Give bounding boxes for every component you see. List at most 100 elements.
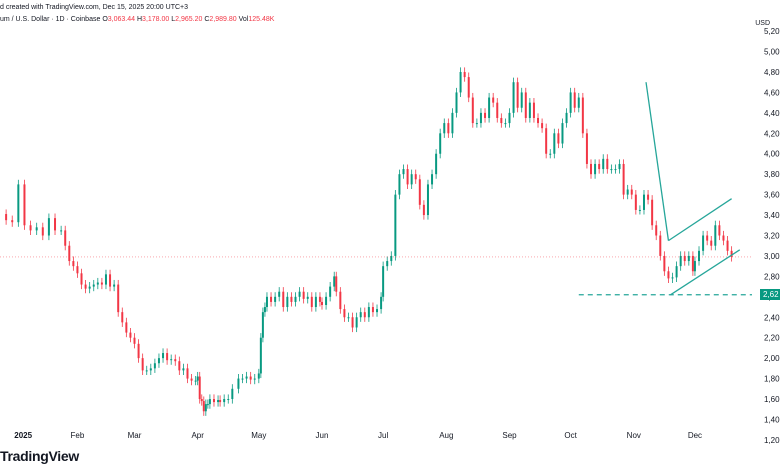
candle-body (162, 353, 165, 359)
candle-body (638, 209, 641, 211)
y-tick-label: 3,00 (764, 252, 780, 261)
candle-body (41, 227, 44, 236)
candle-body (231, 388, 234, 400)
candle-body (488, 97, 491, 118)
candle-body (223, 399, 226, 403)
candle-body (265, 296, 268, 308)
candle-body (166, 353, 169, 361)
candle-body (431, 174, 434, 185)
candle-body (320, 301, 323, 305)
trendline-lower (670, 249, 741, 296)
candle-body (198, 376, 201, 400)
candle-body (68, 245, 71, 262)
candle-body (194, 380, 197, 382)
candle-body (545, 128, 548, 154)
candle-body (585, 133, 588, 164)
candle-body (594, 163, 597, 175)
candle-body (109, 274, 112, 287)
candle-body (270, 296, 273, 302)
x-tick-label: Oct (564, 431, 577, 440)
candle-body (217, 400, 220, 403)
candle-body (508, 112, 511, 124)
candle-body (294, 296, 297, 302)
volume-label: Vol (238, 16, 249, 23)
candle-body (516, 82, 519, 108)
ohlc-high-label: H (136, 16, 143, 23)
ohlc-close-label: C (204, 16, 210, 23)
candle-body (196, 376, 199, 381)
candle-body (398, 174, 401, 195)
candle-body (121, 312, 124, 323)
candle-body (286, 296, 289, 308)
candle-body (100, 282, 103, 285)
candle-body (335, 276, 338, 292)
candle-body (237, 378, 240, 389)
candle-body (145, 370, 148, 372)
y-tick-label: 4,60 (764, 88, 780, 97)
candle-body (683, 255, 686, 262)
candle-body (512, 82, 515, 113)
x-tick-label: Jul (378, 431, 388, 440)
candle-body (435, 153, 438, 175)
candle-body (402, 169, 405, 175)
candle-body (422, 204, 425, 216)
candle-body (479, 112, 482, 124)
candle-body (170, 359, 173, 361)
candle-body (687, 255, 690, 262)
candle-body (92, 284, 95, 287)
candle-body (149, 368, 152, 371)
candle-body (565, 112, 568, 124)
y-tick-label: 1,60 (764, 395, 780, 404)
candle-body (249, 376, 252, 380)
candle-body (314, 296, 317, 308)
candle-body (96, 282, 99, 285)
candle-body (618, 163, 621, 170)
candle-body (84, 284, 87, 289)
trendline-down (645, 82, 670, 241)
candle-body (329, 286, 332, 297)
candle-body (157, 358, 160, 364)
candle-body (667, 271, 670, 279)
candle-body (257, 373, 260, 379)
trendline-upper (668, 198, 732, 242)
candle-body (651, 199, 654, 226)
y-tick-label: 2,80 (764, 272, 780, 281)
candle-body (647, 194, 650, 200)
candle-body (710, 240, 713, 246)
x-axis: 2025 Feb Mar Apr May Jun Jul Aug Sep Oct Nov Dec (14, 431, 702, 440)
candle-body (261, 312, 264, 338)
candle-body (532, 102, 535, 118)
candle-body (253, 378, 256, 380)
candle-body (208, 399, 211, 405)
x-tick-label: Sep (502, 431, 517, 440)
candle-body (204, 404, 207, 412)
candle-body (557, 133, 560, 144)
candle-body (386, 261, 389, 267)
candle-body (663, 255, 666, 272)
candle-body (325, 296, 328, 305)
y-tick-label: 1,20 (764, 436, 780, 445)
candle-body (622, 163, 625, 195)
candle-body (671, 277, 674, 279)
candle-body (298, 291, 301, 297)
candle-body (634, 194, 637, 210)
candle-body (504, 123, 507, 125)
candle-body (390, 255, 393, 262)
candle-body (11, 220, 14, 223)
x-tick-label: May (251, 431, 266, 440)
candle-body (655, 225, 658, 236)
candle-body (88, 286, 91, 289)
candle-body (577, 97, 580, 108)
candle-body (23, 184, 26, 226)
candle-body (351, 317, 354, 328)
candle-body (278, 291, 281, 297)
candle-body (463, 71, 466, 78)
candle-body (471, 97, 474, 124)
candle-body (129, 332, 132, 338)
candle-body (141, 358, 144, 371)
ohlc-low-label: L (171, 16, 176, 23)
candle-body (382, 266, 385, 297)
candle-body (549, 153, 552, 155)
x-tick-label: 2025 (14, 431, 32, 440)
